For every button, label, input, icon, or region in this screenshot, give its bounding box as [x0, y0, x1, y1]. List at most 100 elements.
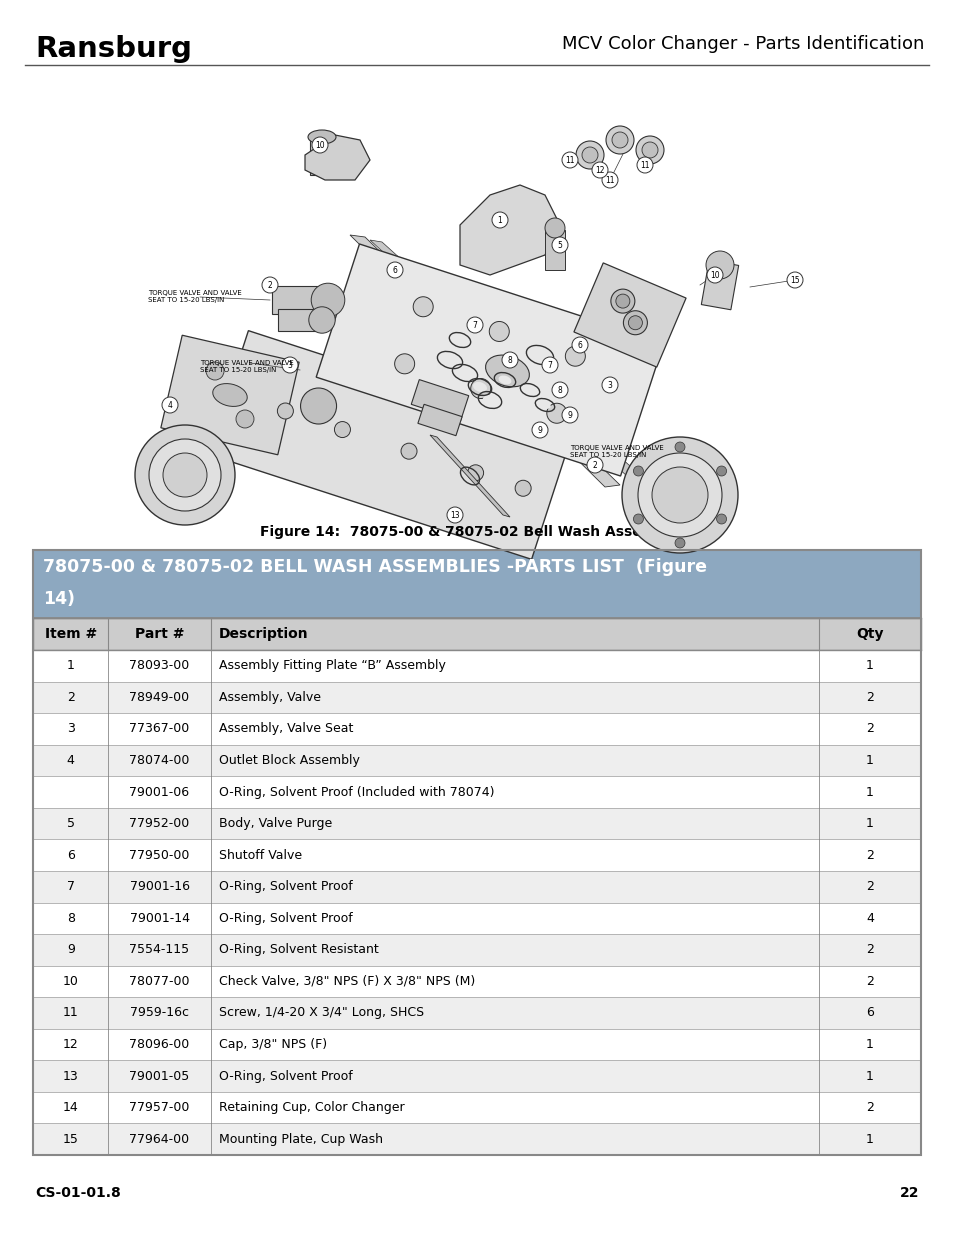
Text: 2: 2: [865, 690, 873, 704]
Polygon shape: [310, 137, 335, 175]
Circle shape: [282, 357, 297, 373]
Bar: [33, 682, 920, 713]
Circle shape: [616, 294, 629, 308]
Polygon shape: [700, 261, 738, 310]
Text: 9: 9: [567, 410, 572, 420]
Circle shape: [387, 262, 402, 278]
Text: 4: 4: [865, 911, 873, 925]
Text: Figure 14:  78075-00 & 78075-02 Bell Wash Assemblies: Figure 14: 78075-00 & 78075-02 Bell Wash…: [260, 525, 693, 538]
Bar: [33, 777, 920, 808]
Text: 3: 3: [67, 722, 74, 735]
Text: 2: 2: [865, 722, 873, 735]
Text: 7: 7: [472, 321, 476, 330]
Ellipse shape: [531, 350, 548, 361]
Bar: [33, 871, 920, 903]
Text: Outlet Block Assembly: Outlet Block Assembly: [218, 755, 359, 767]
Text: 78949-00: 78949-00: [130, 690, 190, 704]
Ellipse shape: [213, 384, 247, 406]
Polygon shape: [544, 230, 564, 270]
Text: Part #: Part #: [134, 627, 184, 641]
Text: 1: 1: [865, 785, 873, 799]
Ellipse shape: [473, 382, 486, 391]
Ellipse shape: [442, 354, 457, 366]
Text: 79001-05: 79001-05: [130, 1070, 190, 1083]
Circle shape: [621, 437, 738, 553]
Text: Assembly Fitting Plate “B” Assembly: Assembly Fitting Plate “B” Assembly: [218, 659, 445, 672]
Circle shape: [135, 425, 234, 525]
Text: 77950-00: 77950-00: [130, 848, 190, 862]
Text: 9: 9: [67, 944, 74, 956]
Text: 3: 3: [607, 380, 612, 389]
Circle shape: [705, 251, 733, 279]
Circle shape: [552, 237, 567, 253]
Circle shape: [651, 467, 707, 522]
Text: Shutoff Valve: Shutoff Valve: [218, 848, 301, 862]
Circle shape: [612, 132, 627, 148]
Text: 3: 3: [287, 361, 293, 369]
Text: 2: 2: [592, 461, 597, 469]
Circle shape: [470, 379, 490, 399]
Polygon shape: [411, 379, 468, 420]
Bar: [33, 745, 920, 777]
Circle shape: [300, 388, 336, 424]
Ellipse shape: [308, 130, 335, 144]
Circle shape: [675, 442, 684, 452]
Polygon shape: [315, 245, 663, 475]
Circle shape: [312, 137, 328, 153]
Circle shape: [163, 453, 207, 496]
Ellipse shape: [538, 401, 550, 409]
Text: 14: 14: [63, 1102, 78, 1114]
Ellipse shape: [485, 356, 529, 387]
Text: 78074-00: 78074-00: [130, 755, 190, 767]
Polygon shape: [305, 135, 370, 180]
Text: Item #: Item #: [45, 627, 97, 641]
Circle shape: [447, 508, 462, 522]
Circle shape: [400, 443, 416, 459]
Text: 2: 2: [865, 848, 873, 862]
Bar: [33, 1029, 920, 1061]
Circle shape: [601, 377, 618, 393]
Text: 77957-00: 77957-00: [130, 1102, 190, 1114]
Text: TORQUE VALVE AND VALVE
SEAT TO 15-20 LBS/IN: TORQUE VALVE AND VALVE SEAT TO 15-20 LBS…: [148, 290, 241, 303]
Bar: [33, 840, 920, 871]
Circle shape: [561, 408, 578, 424]
Circle shape: [633, 466, 642, 475]
Text: 11: 11: [604, 175, 614, 184]
Text: Check Valve, 3/8" NPS (F) X 3/8" NPS (M): Check Valve, 3/8" NPS (F) X 3/8" NPS (M): [218, 974, 475, 988]
Text: Cap, 3/8" NPS (F): Cap, 3/8" NPS (F): [218, 1039, 326, 1051]
Text: Description: Description: [218, 627, 308, 641]
Circle shape: [311, 283, 344, 317]
Bar: [33, 713, 920, 745]
Text: 7: 7: [67, 881, 74, 893]
Ellipse shape: [482, 395, 497, 405]
Circle shape: [592, 162, 607, 178]
Circle shape: [149, 438, 221, 511]
Text: O-Ring, Solvent Proof: O-Ring, Solvent Proof: [218, 881, 352, 893]
Bar: [33, 550, 920, 1155]
Circle shape: [501, 352, 517, 368]
Circle shape: [467, 464, 483, 480]
Bar: [33, 966, 920, 997]
Bar: [33, 618, 920, 650]
Text: 15: 15: [789, 275, 799, 284]
Bar: [33, 903, 920, 934]
Polygon shape: [430, 435, 510, 517]
Text: 6: 6: [392, 266, 397, 274]
Circle shape: [636, 136, 663, 164]
Text: 8: 8: [558, 385, 561, 394]
Text: 6: 6: [67, 848, 74, 862]
Circle shape: [335, 421, 350, 437]
Text: Screw, 1/4-20 X 3/4" Long, SHCS: Screw, 1/4-20 X 3/4" Long, SHCS: [218, 1007, 423, 1019]
Text: 77964-00: 77964-00: [130, 1132, 190, 1146]
Bar: [33, 1092, 920, 1124]
Text: 11: 11: [565, 156, 574, 164]
Circle shape: [601, 172, 618, 188]
Bar: [33, 808, 920, 840]
Circle shape: [786, 272, 802, 288]
Text: 2: 2: [268, 280, 273, 289]
Text: 1: 1: [67, 659, 74, 672]
Text: 1: 1: [497, 215, 502, 225]
Text: 1: 1: [865, 1132, 873, 1146]
Text: 15: 15: [63, 1132, 78, 1146]
Text: 77952-00: 77952-00: [130, 818, 190, 830]
